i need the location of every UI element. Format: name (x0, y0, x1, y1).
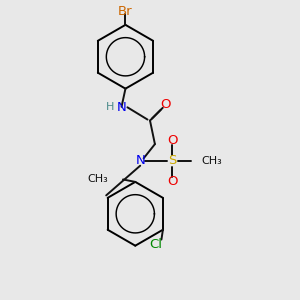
Text: N: N (117, 101, 126, 114)
Text: Br: Br (118, 4, 133, 18)
Text: O: O (160, 98, 171, 111)
Text: Cl: Cl (149, 238, 162, 251)
Text: H: H (106, 102, 114, 112)
Text: N: N (135, 154, 145, 167)
Text: O: O (167, 134, 177, 147)
Text: O: O (167, 175, 177, 188)
Text: S: S (168, 154, 176, 167)
Text: CH₃: CH₃ (202, 156, 222, 166)
Text: CH₃: CH₃ (88, 174, 108, 184)
